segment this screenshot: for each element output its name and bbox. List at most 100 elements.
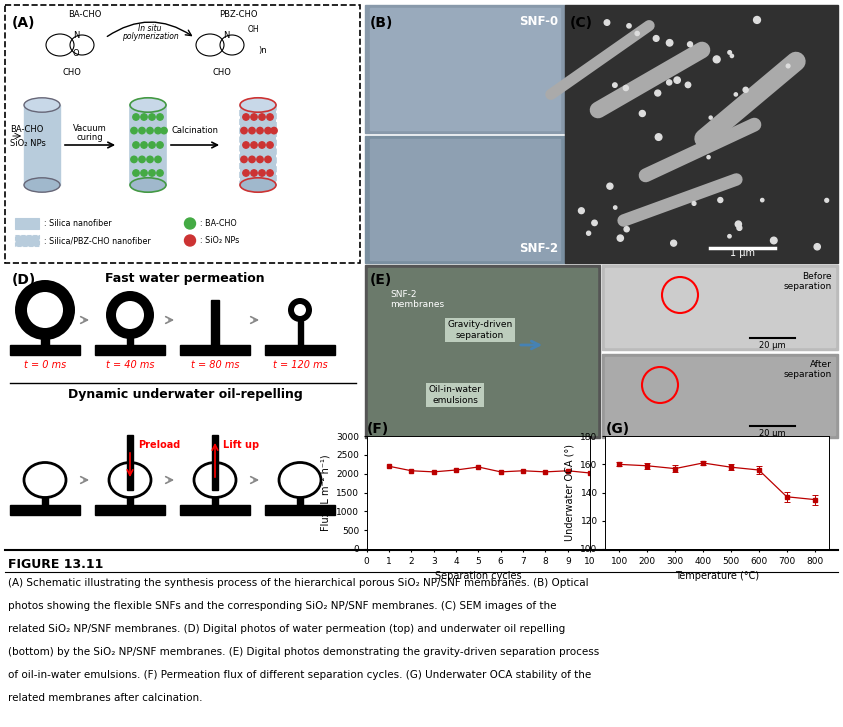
Bar [180, 505, 250, 515]
Circle shape [251, 170, 257, 176]
Circle shape [617, 235, 624, 241]
Circle shape [257, 127, 263, 134]
Circle shape [139, 127, 145, 134]
Circle shape [257, 156, 263, 163]
Circle shape [116, 301, 144, 329]
Text: In situ: In situ [138, 24, 162, 33]
Bar [127, 337, 133, 345]
Circle shape [288, 298, 312, 322]
Circle shape [259, 170, 266, 176]
Circle shape [294, 304, 306, 316]
Circle shape [243, 114, 250, 120]
Circle shape [265, 156, 271, 163]
Circle shape [735, 221, 742, 228]
Circle shape [734, 93, 738, 96]
Bar [212, 435, 218, 490]
Bar [127, 497, 133, 505]
Text: of oil-in-water emulsions. (F) Permeation flux of different separation cycles. (: of oil-in-water emulsions. (F) Permeatio… [8, 670, 591, 680]
Circle shape [15, 280, 75, 340]
Bar [605, 268, 835, 347]
Text: polymerization: polymerization [121, 32, 179, 41]
Circle shape [824, 198, 829, 202]
Circle shape [814, 244, 820, 250]
Circle shape [688, 41, 693, 47]
Bar [180, 345, 250, 355]
Circle shape [624, 227, 629, 232]
Circle shape [141, 114, 148, 120]
Circle shape [141, 170, 148, 176]
Circle shape [149, 170, 155, 176]
Circle shape [185, 235, 196, 246]
Ellipse shape [194, 462, 236, 497]
Text: (C): (C) [570, 16, 593, 30]
Text: (bottom) by the SiO₂ NP/SNF membranes. (E) Digital photos demonstrating the grav: (bottom) by the SiO₂ NP/SNF membranes. (… [8, 647, 599, 657]
Text: : Silica nanofiber: : Silica nanofiber [44, 219, 111, 228]
Text: related membranes after calcination.: related membranes after calcination. [8, 693, 202, 703]
Bar [5, 265, 360, 543]
Bar [212, 497, 218, 505]
Bar [211, 300, 219, 345]
Bar [240, 105, 276, 185]
Circle shape [635, 31, 639, 36]
Bar [5, 5, 360, 263]
Circle shape [251, 142, 257, 148]
Circle shape [157, 142, 164, 148]
Circle shape [674, 77, 680, 84]
Bar [15, 235, 39, 246]
Ellipse shape [130, 98, 166, 112]
Circle shape [623, 86, 628, 91]
Ellipse shape [130, 178, 166, 192]
Text: Oil-in-water
emulsions: Oil-in-water emulsions [428, 385, 481, 405]
Text: (D): (D) [12, 273, 36, 287]
Text: SNF-2
membranes: SNF-2 membranes [390, 290, 444, 310]
Circle shape [604, 20, 609, 25]
Circle shape [266, 170, 273, 176]
Bar [370, 8, 560, 130]
Circle shape [713, 56, 720, 63]
Text: N: N [72, 31, 79, 41]
Text: (G): (G) [605, 422, 630, 436]
Circle shape [161, 127, 167, 134]
Circle shape [27, 292, 63, 328]
Bar [41, 337, 49, 345]
Circle shape [155, 156, 161, 163]
Circle shape [655, 90, 661, 96]
Bar [297, 497, 303, 505]
Ellipse shape [240, 178, 276, 192]
Text: BA-CHO: BA-CHO [68, 10, 102, 19]
Bar [368, 268, 597, 435]
Text: (E): (E) [370, 273, 392, 287]
Bar [10, 345, 80, 355]
Circle shape [241, 127, 247, 134]
Circle shape [139, 156, 145, 163]
Circle shape [718, 198, 722, 203]
Circle shape [627, 24, 631, 28]
Bar [602, 265, 838, 350]
Circle shape [707, 156, 710, 158]
Bar [265, 505, 335, 515]
Circle shape [243, 142, 250, 148]
Circle shape [728, 235, 731, 238]
Circle shape [730, 55, 733, 57]
Circle shape [133, 114, 139, 120]
Bar [15, 218, 39, 229]
Text: CHO: CHO [62, 68, 82, 77]
Text: (F): (F) [367, 422, 389, 436]
Bar [365, 5, 565, 133]
Bar [24, 105, 60, 185]
Ellipse shape [240, 98, 276, 112]
Circle shape [787, 64, 790, 68]
Text: PBZ-CHO: PBZ-CHO [218, 10, 257, 19]
Text: photos showing the flexible SNFs and the corresponding SiO₂ NP/SNF membranes. (C: photos showing the flexible SNFs and the… [8, 601, 556, 611]
Circle shape [607, 183, 613, 189]
Circle shape [265, 127, 271, 134]
Circle shape [667, 80, 672, 85]
Circle shape [671, 240, 677, 246]
Bar [95, 505, 165, 515]
Circle shape [266, 142, 273, 148]
Y-axis label: Underwater OCA (°): Underwater OCA (°) [565, 444, 575, 541]
Circle shape [709, 116, 712, 119]
Text: Fast water permeation: Fast water permeation [105, 272, 265, 285]
Circle shape [147, 127, 153, 134]
Ellipse shape [24, 178, 60, 192]
